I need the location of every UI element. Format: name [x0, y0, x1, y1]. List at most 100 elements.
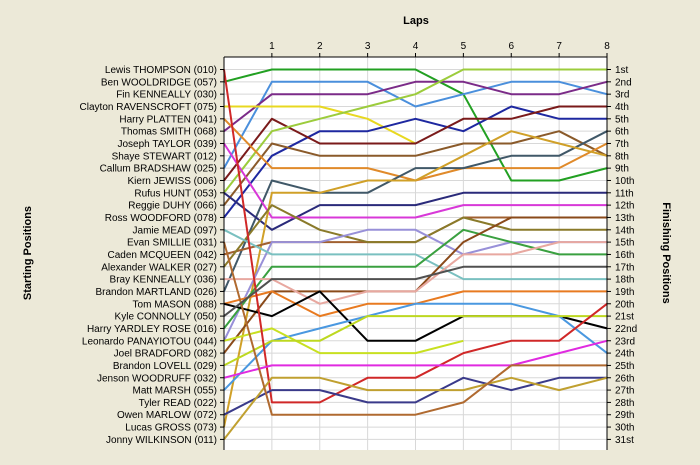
starting-label: Callum BRADSHAW (025) [100, 164, 217, 175]
finishing-label: 17th [615, 262, 634, 273]
starting-label: Tom MASON (088) [133, 299, 217, 310]
series-line-13 [223, 130, 608, 428]
x-tick-labels: 1 2 3 4 5 6 7 8 [269, 41, 610, 57]
series-line-15 [223, 204, 607, 268]
series-line-17 [223, 228, 607, 281]
starting-label: Joel BRADFORD (082) [114, 349, 217, 360]
starting-label: Harry YARDLEY ROSE (016) [87, 324, 217, 335]
finishing-label: 28th [615, 398, 634, 409]
x-tick-label: 4 [413, 41, 419, 52]
finishing-label: 1st [615, 65, 629, 76]
finishing-label: 19th [615, 287, 634, 298]
series-line-20 [224, 241, 607, 305]
starting-label: Lewis THOMPSON (010) [105, 65, 217, 76]
finishing-label: 20th [615, 299, 634, 310]
finishing-label: 6th [615, 127, 629, 138]
starting-label: Jonny WILKINSON (011) [106, 435, 217, 446]
series-line-10 [223, 130, 608, 292]
starting-label: Harry PLATTEN (041) [119, 114, 217, 125]
finishing-position-labels: 1st2nd3rd4th5th6th7th8th9th10th11th12th1… [615, 65, 637, 446]
series-line-26 [223, 69, 608, 404]
finishing-label: 2nd [615, 77, 632, 88]
finishing-label: 27th [615, 386, 634, 397]
series-lines [223, 68, 608, 441]
series-line-11 [223, 191, 607, 231]
finishing-label: 24th [615, 349, 634, 360]
series-line-25 [223, 315, 607, 367]
starting-label: Thomas SMITH (068) [121, 127, 217, 138]
starting-label: Reggie DUHY (066) [128, 201, 217, 212]
x-tick-label: 1 [269, 41, 275, 52]
chart-title: Laps [403, 15, 429, 27]
series-line-28 [223, 376, 607, 416]
starting-label: Joseph TAYLOR (039) [118, 139, 218, 150]
series-line-30 [223, 241, 607, 416]
starting-label: Lucas GROSS (073) [125, 423, 217, 434]
starting-position-labels: Lewis THOMPSON (010)Ben WOOLDRIDGE (057)… [80, 65, 217, 446]
starting-label: Leonardo PANAYIOTOU (044) [82, 336, 217, 347]
starting-label: Clayton RAVENSCROFT (075) [80, 102, 217, 113]
starting-label: Kiern JEWISS (006) [128, 176, 217, 187]
finishing-label: 26th [615, 373, 634, 384]
starting-label: Shaye STEWART (012) [112, 151, 217, 162]
finishing-label: 21st [615, 312, 634, 323]
x-tick-label: 2 [317, 41, 323, 52]
series-line-27 [223, 339, 608, 379]
finishing-label: 7th [615, 139, 629, 150]
finishing-label: 14th [615, 225, 634, 236]
starting-label: Brandon LOVELL (029) [113, 361, 217, 372]
finishing-label: 8th [615, 151, 629, 162]
finishing-label: 29th [615, 410, 634, 421]
series-line-24 [223, 327, 464, 355]
finishing-label: 23rd [615, 336, 635, 347]
finishing-label: 15th [615, 238, 634, 249]
starting-label: Bray KENNEALLY (036) [110, 275, 217, 286]
finishing-label: 12th [615, 201, 634, 212]
starting-label: Matt MARSH (055) [133, 386, 217, 397]
starting-label: Alexander WALKER (027) [101, 262, 217, 273]
y-axis-label-left: Starting Positions [22, 206, 34, 300]
starting-label: Ross WOODFORD (078) [105, 213, 217, 224]
finishing-label: 18th [615, 275, 634, 286]
finishing-label: 10th [615, 176, 634, 187]
starting-label: Evan SMILLIE (031) [127, 238, 217, 249]
starting-label: Tyler READ (022) [139, 398, 217, 409]
finishing-label: 11th [615, 188, 634, 199]
finishing-label: 9th [615, 164, 629, 175]
series-line-12 [223, 142, 607, 219]
series-line-2 [223, 80, 608, 169]
x-tick-label: 6 [508, 41, 514, 52]
finishing-label: 22nd [615, 324, 637, 335]
y-axis-label-right: Finishing Positions [660, 202, 672, 303]
finishing-label: 30th [615, 423, 634, 434]
series-line-31 [223, 265, 607, 317]
finishing-label: 4th [615, 102, 629, 113]
series-line-7 [223, 68, 607, 194]
series-line-8 [223, 130, 608, 206]
starting-label: Ben WOOLDRIDGE (057) [101, 77, 217, 88]
starting-label: Rufus HUNT (053) [134, 188, 217, 199]
series-line-16 [223, 228, 607, 342]
starting-label: Owen MARLOW (072) [117, 410, 217, 421]
series-line-29 [223, 376, 608, 441]
starting-label: Fin KENNEALLY (030) [116, 90, 217, 101]
starting-label: Jenson WOODRUFF (032) [97, 373, 217, 384]
x-tick-label: 7 [556, 41, 562, 52]
starting-label: Caden MCQUEEN (042) [108, 250, 217, 261]
series-line-3 [223, 80, 608, 132]
finishing-label: 13th [615, 213, 634, 224]
x-tick-label: 3 [365, 41, 371, 52]
finishing-label: 31st [615, 435, 634, 446]
x-tick-label: 8 [604, 41, 610, 52]
series-line-1 [223, 68, 608, 182]
finishing-label: 25th [615, 361, 634, 372]
finishing-label: 5th [615, 114, 629, 125]
starting-label: Brandon MARTLAND (026) [95, 287, 217, 298]
finishing-label: 16th [615, 250, 634, 261]
x-tick-label: 5 [461, 41, 467, 52]
series-line-18 [223, 228, 607, 330]
starting-label: Kyle CONNOLLY (050) [115, 312, 217, 323]
starting-label: Jamie MEAD (097) [133, 225, 217, 236]
finishing-label: 3rd [615, 90, 629, 101]
